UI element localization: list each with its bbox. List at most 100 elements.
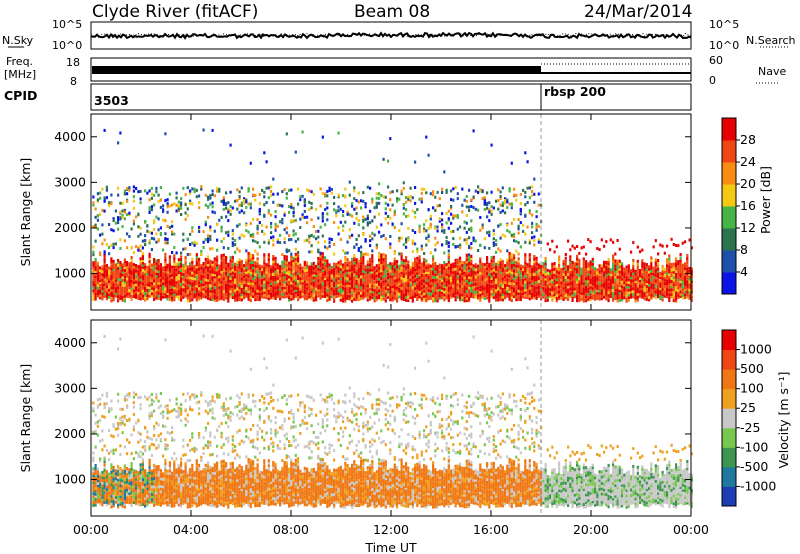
- power-cell: [378, 277, 381, 281]
- freq-bar-3503: [92, 66, 541, 74]
- power-cell: [144, 265, 147, 269]
- power-cell: [297, 287, 300, 291]
- power-cell: [346, 279, 349, 283]
- power-cell: [441, 229, 444, 233]
- power-cell: [594, 295, 597, 299]
- power-cell: [146, 229, 149, 233]
- power-cell: [526, 282, 529, 286]
- power-cell: [382, 157, 385, 161]
- power-cell: [153, 276, 156, 280]
- power-cell: [150, 279, 153, 283]
- power-cell: [263, 285, 266, 289]
- power-cell: [510, 221, 513, 225]
- power-cell: [218, 272, 221, 276]
- power-cell: [139, 287, 142, 291]
- power-cell: [627, 266, 630, 270]
- power-cell: [141, 286, 144, 290]
- power-cell: [238, 203, 241, 207]
- power-cell: [488, 210, 491, 214]
- power-cell: [418, 283, 421, 286]
- power-cell: [562, 286, 565, 290]
- power-cell: [470, 257, 473, 260]
- power-cell: [526, 201, 529, 204]
- power-cell: [166, 268, 169, 272]
- power-cell: [546, 268, 549, 272]
- power-cell: [157, 228, 160, 232]
- power-cell: [150, 265, 153, 269]
- power-cell: [470, 278, 473, 282]
- power-cell: [549, 292, 552, 296]
- power-cell: [315, 230, 318, 233]
- power-cell: [317, 291, 320, 295]
- power-cell: [513, 277, 516, 280]
- power-cell: [108, 204, 111, 208]
- power-cell: [420, 276, 423, 280]
- power-cell: [117, 258, 120, 262]
- power-cell: [380, 277, 383, 280]
- power-cell: [173, 286, 176, 290]
- power-cell: [371, 290, 374, 294]
- power-cell: [407, 286, 410, 290]
- power-cell: [582, 274, 585, 278]
- power-cell: [252, 295, 255, 299]
- power-cell: [103, 268, 106, 271]
- power-cell: [204, 275, 207, 279]
- power-cell: [148, 273, 151, 277]
- power-cell: [346, 296, 349, 300]
- power-cell: [483, 265, 486, 269]
- power-cell: [148, 288, 151, 292]
- power-cell: [258, 275, 261, 279]
- power-cell: [330, 284, 333, 288]
- power-cell: [438, 282, 441, 286]
- power-cell: [177, 289, 180, 293]
- power-cell: [168, 265, 171, 269]
- power-cell: [342, 299, 345, 303]
- power-cell: [252, 217, 255, 221]
- power-cell: [294, 239, 297, 243]
- power-cell: [263, 261, 266, 265]
- power-cell: [371, 284, 374, 288]
- power-cell: [459, 287, 462, 291]
- power-cell: [292, 272, 295, 276]
- power-cell: [459, 279, 462, 283]
- power-cell: [249, 290, 252, 294]
- power-cell: [290, 205, 293, 209]
- power-cell: [220, 285, 223, 289]
- power-cell: [301, 281, 304, 285]
- power-cell: [425, 283, 428, 287]
- power-cell: [387, 266, 390, 270]
- power-cell: [186, 253, 189, 256]
- power-cell: [414, 160, 417, 164]
- power-cell: [238, 236, 241, 240]
- power-cell: [445, 283, 448, 287]
- power-cell: [324, 194, 327, 198]
- power-cell: [96, 198, 99, 202]
- power-cell: [504, 296, 507, 300]
- power-cell: [465, 296, 468, 300]
- power-cell: [614, 261, 617, 265]
- power-cell: [148, 270, 151, 274]
- power-cell: [396, 281, 399, 285]
- power-cell: [427, 265, 430, 269]
- power-cell: [108, 280, 111, 283]
- power-cell: [94, 286, 97, 290]
- power-cell: [342, 270, 345, 274]
- power-cell: [495, 283, 498, 287]
- power-cell: [571, 274, 574, 278]
- power-cell: [411, 266, 414, 270]
- power-cell: [346, 291, 349, 295]
- power-cell: [155, 266, 158, 270]
- power-cell: [101, 283, 104, 287]
- power-cell: [627, 278, 630, 282]
- power-cell: [353, 281, 356, 285]
- power-cell: [432, 283, 435, 287]
- power-cell: [110, 269, 113, 273]
- power-cell: [132, 276, 135, 280]
- power-cell: [337, 232, 340, 236]
- power-cell: [240, 298, 243, 302]
- power-cell: [236, 247, 239, 251]
- power-cell: [483, 286, 486, 290]
- power-cell: [481, 295, 484, 299]
- power-cell: [164, 232, 167, 236]
- power-cell: [112, 275, 115, 279]
